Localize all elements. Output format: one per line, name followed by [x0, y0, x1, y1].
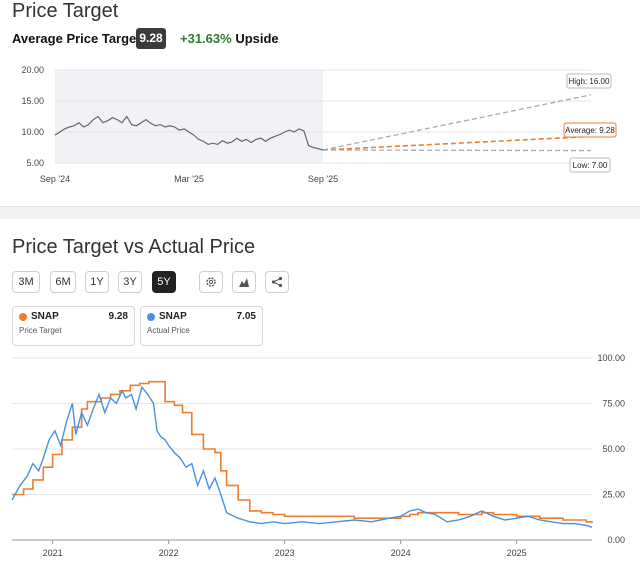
x-tick-label: Sep '25 [308, 174, 338, 184]
legend-symbol: SNAP [159, 311, 187, 322]
upside-percent: +31.63% [180, 31, 232, 46]
x-tick-label: Sep '24 [40, 174, 70, 184]
average-callout: Average: 9.28 [563, 122, 617, 138]
legend-value: 9.28 [108, 311, 128, 322]
high-callout-label: High: 16.00 [569, 77, 610, 86]
y-tick-label: 75.00 [602, 399, 625, 409]
range-6m-button[interactable]: 6M [50, 271, 76, 293]
x-tick-label: 2021 [43, 548, 63, 558]
legend-description: Price Target [19, 326, 62, 335]
legend-actual-price[interactable]: SNAP 7.05 Actual Price [140, 306, 263, 346]
average-price-target-label: Average Price Target [12, 31, 141, 46]
settings-button[interactable] [199, 271, 223, 293]
legend-description: Actual Price [147, 326, 190, 335]
upside-word: Upside [235, 31, 279, 46]
y-tick-label: 25.00 [602, 490, 625, 500]
share-icon [271, 276, 283, 288]
range-5y-button[interactable]: 5Y [152, 271, 176, 293]
y-tick-label: 10.00 [21, 127, 44, 137]
range-3y-button[interactable]: 3Y [118, 271, 142, 293]
y-tick-label: 15.00 [21, 96, 44, 106]
legend-price-target[interactable]: SNAP 9.28 Price Target [12, 306, 135, 346]
low-callout: Low: 7.00 [569, 157, 611, 173]
chart-type-button[interactable] [232, 271, 256, 293]
price-target-chart: 20.00 15.00 10.00 5.00 Sep '24 Mar '25 Sep '2… [21, 65, 617, 184]
upside-text: +31.63% Upside [180, 31, 279, 46]
average-callout-label: Average: 9.28 [565, 126, 615, 135]
gear-icon [206, 277, 216, 287]
section-title-vs-actual: Price Target vs Actual Price [12, 236, 256, 258]
x-tick-label: Mar '25 [174, 174, 204, 184]
y-tick-label: 100.00 [597, 353, 625, 363]
price-target-line [12, 380, 593, 524]
average-price-badge: 9.28 [136, 28, 166, 49]
share-button[interactable] [265, 271, 289, 293]
legend-dot-actual [147, 313, 155, 321]
historical-price-line [54, 115, 324, 151]
high-forecast-line [322, 94, 592, 151]
y-tick-label: 0.00 [607, 535, 625, 545]
section-title-price-target: Price Target [12, 0, 119, 22]
x-tick-label: 2025 [507, 548, 527, 558]
y-tick-label: 50.00 [602, 444, 625, 454]
high-callout: High: 16.00 [566, 73, 612, 89]
legend-symbol: SNAP [31, 311, 59, 322]
x-tick-label: 2024 [391, 548, 411, 558]
price-target-vs-actual-chart: 100.00 75.00 50.00 25.00 0.00 2021 2022 2023 20… [11, 353, 625, 558]
y-tick-label: 5.00 [26, 158, 44, 168]
range-3m-button[interactable]: 3M [12, 271, 40, 293]
x-tick-label: 2022 [159, 548, 179, 558]
average-forecast-line [322, 135, 592, 151]
actual-price-line [11, 385, 593, 528]
range-1y-button[interactable]: 1Y [85, 271, 109, 293]
low-forecast-line [322, 149, 592, 152]
low-callout-label: Low: 7.00 [573, 161, 608, 170]
y-tick-label: 20.00 [21, 65, 44, 75]
history-shaded-area [55, 70, 323, 163]
legend-value: 7.05 [236, 311, 256, 322]
x-tick-label: 2023 [275, 548, 295, 558]
mountain-chart-icon [239, 278, 249, 287]
legend-dot-target [19, 313, 27, 321]
price-target-card: Price Target Average Price Target 9.28 +… [0, 0, 640, 207]
